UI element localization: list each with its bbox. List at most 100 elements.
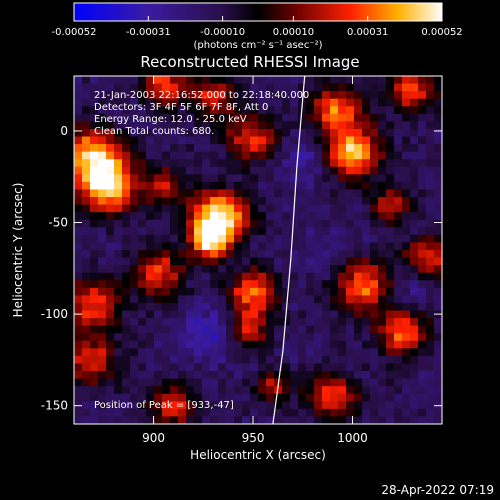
heatmap-cell	[362, 166, 371, 175]
heatmap-cell	[82, 272, 91, 281]
heatmap-cell	[186, 363, 195, 372]
heatmap-cell	[82, 219, 91, 228]
heatmap-cell	[218, 416, 227, 424]
heatmap-cell	[114, 204, 123, 213]
heatmap-cell	[434, 98, 442, 107]
heatmap-cell	[394, 227, 403, 236]
heatmap-cell	[354, 280, 363, 289]
heatmap-cell	[250, 166, 259, 175]
heatmap-cell	[346, 393, 355, 402]
heatmap-cell	[362, 204, 371, 213]
heatmap-cell	[218, 363, 227, 372]
heatmap-cell	[410, 265, 419, 274]
heatmap-cell	[354, 174, 363, 183]
heatmap-cell	[394, 242, 403, 251]
heatmap-cell	[74, 302, 83, 312]
heatmap-cell	[306, 128, 315, 138]
heatmap-cell	[194, 144, 203, 153]
heatmap-cell	[378, 151, 387, 160]
heatmap-cell	[258, 393, 267, 402]
heatmap-cell	[418, 159, 427, 168]
heatmap-cell	[210, 280, 219, 289]
heatmap-cell	[298, 181, 307, 191]
heatmap-cell	[354, 144, 363, 153]
heatmap-cell	[210, 378, 219, 387]
heatmap-cell	[418, 265, 427, 274]
heatmap-cell	[130, 416, 139, 424]
heatmap-cell	[306, 302, 315, 312]
heatmap-cell	[282, 378, 291, 387]
heatmap-cell	[98, 355, 107, 365]
heatmap-cell	[306, 363, 315, 372]
heatmap-cell	[322, 159, 331, 168]
heatmap-cell	[210, 318, 219, 327]
heatmap-cell	[410, 401, 419, 410]
heatmap-cell	[290, 401, 299, 410]
heatmap-cell	[386, 325, 395, 334]
heatmap-cell	[410, 197, 419, 206]
heatmap-cell	[274, 121, 283, 130]
heatmap-cell	[298, 121, 307, 130]
heatmap-cell	[114, 280, 123, 289]
heatmap-cell	[410, 287, 419, 296]
heatmap-cell	[202, 212, 211, 221]
heatmap-cell	[162, 250, 171, 259]
heatmap-cell	[154, 371, 163, 380]
heatmap-cell	[162, 227, 171, 236]
heatmap-cell	[258, 136, 267, 145]
heatmap-cell	[170, 265, 179, 274]
heatmap-cell	[106, 106, 115, 115]
heatmap-cell	[90, 181, 99, 191]
heatmap-cell	[170, 287, 179, 296]
heatmap-cell	[290, 212, 299, 221]
heatmap-cell	[98, 363, 107, 372]
heatmap-cell	[306, 151, 315, 160]
heatmap-cell	[114, 113, 123, 122]
heatmap-cell	[378, 363, 387, 372]
heatmap-cell	[298, 234, 307, 244]
heatmap-cell	[330, 295, 339, 304]
heatmap-cell	[186, 189, 195, 198]
heatmap-cell	[90, 159, 99, 168]
heatmap-cell	[426, 287, 435, 296]
heatmap-cell	[226, 393, 235, 402]
heatmap-cell	[90, 401, 99, 410]
heatmap-cell	[178, 159, 187, 168]
heatmap-cell	[338, 234, 347, 244]
heatmap-cell	[418, 325, 427, 334]
heatmap-cell	[178, 91, 187, 100]
heatmap-cell	[378, 355, 387, 365]
heatmap-cell	[386, 113, 395, 122]
heatmap-cell	[258, 378, 267, 387]
heatmap-cell	[202, 416, 211, 424]
heatmap-cell	[146, 265, 155, 274]
heatmap-cell	[90, 76, 99, 85]
heatmap-cell	[178, 302, 187, 312]
heatmap-cell	[346, 242, 355, 251]
heatmap-cell	[346, 371, 355, 380]
heatmap-cell	[378, 227, 387, 236]
heatmap-cell	[138, 83, 147, 92]
heatmap-cell	[394, 287, 403, 296]
heatmap-cell	[74, 219, 83, 228]
heatmap-cell	[82, 302, 91, 312]
heatmap-cell	[418, 378, 427, 387]
heatmap-cell	[266, 348, 275, 357]
heatmap-cell	[186, 371, 195, 380]
heatmap-cell	[426, 340, 435, 349]
heatmap-cell	[138, 159, 147, 168]
heatmap-cell	[194, 348, 203, 357]
heatmap-cell	[330, 136, 339, 145]
heatmap-cell	[98, 98, 107, 107]
heatmap-cell	[330, 280, 339, 289]
heatmap-cell	[434, 113, 442, 122]
heatmap-cell	[266, 416, 275, 424]
heatmap-cell	[234, 98, 243, 107]
heatmap-cell	[402, 106, 411, 115]
heatmap-cell	[138, 234, 147, 244]
heatmap-cell	[218, 219, 227, 228]
heatmap-cell	[82, 287, 91, 296]
heatmap-cell	[362, 219, 371, 228]
heatmap-cell	[362, 212, 371, 221]
